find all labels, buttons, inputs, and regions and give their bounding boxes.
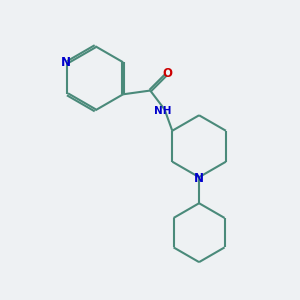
Text: NH: NH [154, 106, 171, 116]
Text: N: N [194, 172, 204, 185]
Text: O: O [163, 68, 172, 80]
Text: N: N [61, 56, 71, 69]
